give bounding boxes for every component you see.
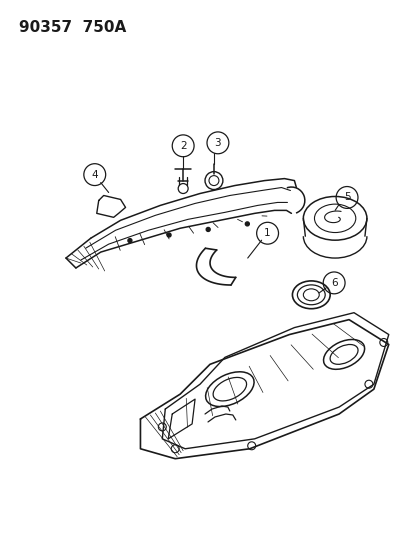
Circle shape xyxy=(128,239,132,243)
Text: 3: 3 xyxy=(214,138,221,148)
Circle shape xyxy=(167,233,171,237)
Circle shape xyxy=(245,222,249,226)
Text: 1: 1 xyxy=(263,228,270,238)
Text: 5: 5 xyxy=(343,192,349,203)
Text: 90357  750A: 90357 750A xyxy=(19,20,126,35)
Text: 4: 4 xyxy=(91,169,98,180)
Text: 2: 2 xyxy=(179,141,186,151)
Circle shape xyxy=(206,228,210,231)
Text: 6: 6 xyxy=(330,278,337,288)
